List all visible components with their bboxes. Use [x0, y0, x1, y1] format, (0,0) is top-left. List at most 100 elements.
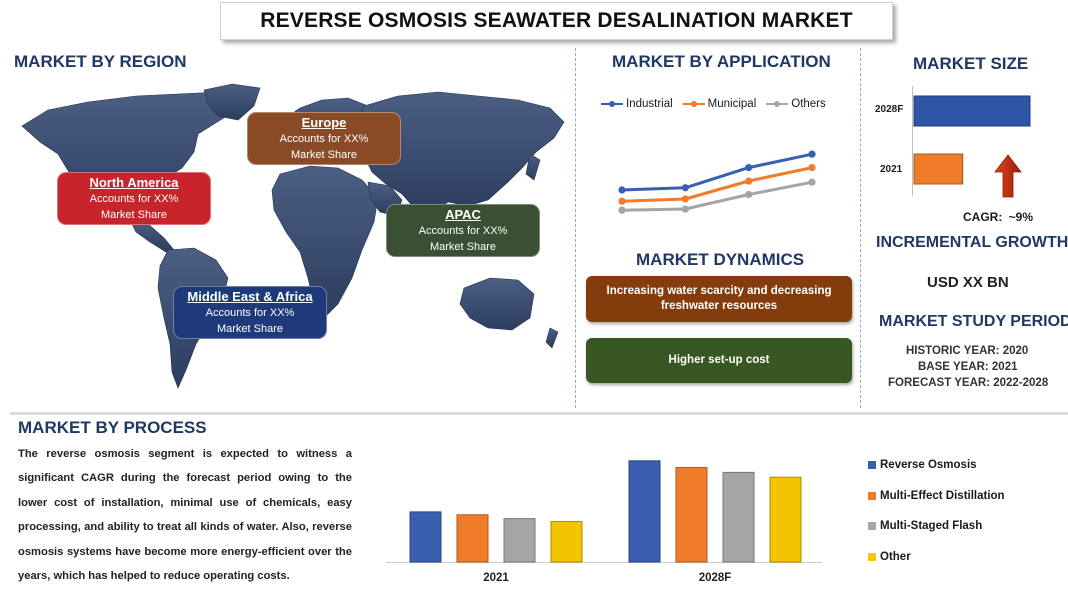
point-industrial-3	[745, 164, 753, 172]
legend-label-industrial: Industrial	[626, 98, 673, 110]
legend-label-municipal: Municipal	[707, 98, 757, 110]
legend-label-multi-staged-flash: Multi-Staged Flash	[880, 520, 983, 533]
process-description: The reverse osmosis segment is expected …	[18, 448, 352, 583]
callout-apac: APAC Accounts for XX% Market Share	[386, 204, 540, 257]
point-industrial-1	[618, 186, 626, 194]
asia-landmass	[353, 91, 565, 215]
callout-north-america-label: Market Share	[100, 209, 168, 221]
callout-middle-east-africa: Middle East & Africa Accounts for XX% Ma…	[173, 286, 327, 339]
legend-item-municipal: Municipal	[682, 98, 757, 110]
point-municipal-4	[808, 164, 816, 172]
dynamics-driver-box: Increasing water scarcity and decreasing…	[586, 276, 852, 322]
process-legend: Reverse Osmosis Multi-Effect Distillatio…	[868, 450, 1005, 572]
legend-label-other: Other	[880, 550, 911, 563]
bar-other-2028f	[769, 476, 802, 563]
legend-item-multi-effect-distillation: Multi-Effect Distillation	[868, 481, 1005, 512]
application-heading: MARKET BY APPLICATION	[612, 52, 831, 71]
bar-other-2021	[550, 521, 583, 563]
callout-north-america-title: North America	[89, 175, 179, 190]
africa-landmass	[271, 165, 379, 319]
callout-europe-share: Accounts for XX%	[279, 133, 369, 145]
application-line-chart	[618, 150, 816, 214]
x-tick-label-2021: 2021	[483, 572, 509, 584]
market-size-bar-chart	[913, 95, 1031, 185]
point-others-2	[681, 205, 689, 213]
legend-label-reverse-osmosis: Reverse Osmosis	[880, 459, 977, 472]
legend-swatch-other	[868, 552, 876, 561]
market-size-label-2028f: 2028F	[875, 104, 904, 115]
line-industrial	[621, 152, 813, 192]
legend-marker-industrial	[601, 101, 623, 107]
legend-item-reverse-osmosis: Reverse Osmosis	[868, 450, 1005, 481]
legend-item-others: Others	[766, 98, 826, 110]
callout-north-america: North America Accounts for XX% Market Sh…	[57, 172, 211, 225]
divider-application-size	[860, 48, 861, 408]
bar-reverse-osmosis-2021	[409, 511, 442, 563]
line-municipal	[621, 166, 813, 203]
bar-multi-effect-distillation-2028f	[675, 467, 708, 563]
bar-multi-staged-flash-2021	[503, 518, 536, 563]
process-bar-chart: 2021 2028F	[386, 460, 822, 584]
point-municipal-3	[745, 177, 753, 185]
callout-apac-label: Market Share	[429, 241, 497, 253]
australia-landmass	[459, 277, 535, 331]
greenland-landmass	[203, 83, 261, 121]
callout-europe-title: Europe	[301, 115, 347, 130]
cagr-value: ~9%	[1008, 210, 1034, 224]
bar-reverse-osmosis-2028f	[628, 460, 661, 563]
point-others-3	[745, 190, 753, 199]
process-heading: MARKET BY PROCESS	[18, 418, 207, 437]
bar-multi-staged-flash-2028f	[722, 471, 755, 563]
legend-label-others: Others	[791, 98, 826, 110]
callout-mea-label: Market Share	[216, 323, 284, 335]
legend-marker-municipal	[682, 101, 705, 107]
callout-apac-title: APAC	[445, 207, 481, 222]
section-divider	[10, 412, 1068, 415]
legend-label-multi-effect-distillation: Multi-Effect Distillation	[880, 489, 1005, 502]
dynamics-heading: MARKET DYNAMICS	[636, 250, 805, 269]
legend-swatch-multi-staged-flash	[868, 522, 876, 531]
application-legend: Industrial Municipal Others	[601, 98, 826, 110]
historic-year: HISTORIC YEAR: 2020	[906, 345, 1029, 357]
point-others-4	[808, 178, 816, 186]
line-others	[621, 180, 813, 212]
page-title: REVERSE OSMOSIS SEAWATER DESALINATION MA…	[220, 2, 893, 40]
forecast-year: FORECAST YEAR: 2022-2028	[888, 377, 1049, 389]
market-size-label-2021: 2021	[880, 164, 903, 175]
cagr-text: CAGR: ~9%	[963, 210, 1033, 224]
market-size-axis	[912, 86, 913, 196]
legend-item-multi-staged-flash: Multi-Staged Flash	[868, 511, 1005, 542]
legend-marker-others	[766, 101, 789, 107]
market-size-bar-2021	[913, 153, 964, 185]
callout-europe: Europe Accounts for XX% Market Share	[247, 112, 401, 165]
point-municipal-1	[618, 197, 626, 205]
callout-europe-label: Market Share	[290, 149, 358, 161]
incremental-growth-heading: INCREMENTAL GROWTH	[876, 234, 1068, 251]
bar-multi-effect-distillation-2021	[456, 514, 489, 563]
x-tick-label-2028f: 2028F	[699, 572, 732, 584]
region-heading: MARKET BY REGION	[14, 52, 187, 71]
callout-apac-share: Accounts for XX%	[418, 225, 508, 237]
new-zealand-landmass	[545, 327, 559, 349]
growth-arrow-icon	[994, 154, 1022, 198]
legend-swatch-multi-effect-distillation	[868, 491, 876, 500]
dynamics-restraint-box: Higher set-up cost	[586, 338, 852, 383]
study-period-heading: MARKET STUDY PERIOD	[879, 313, 1068, 330]
market-size-bar-2028f	[913, 95, 1031, 127]
market-size-heading: MARKET SIZE	[913, 54, 1029, 73]
point-others-1	[618, 206, 626, 214]
cagr-label: CAGR:	[963, 210, 1003, 224]
base-year: BASE YEAR: 2021	[918, 361, 1018, 373]
callout-mea-share: Accounts for XX%	[205, 307, 295, 319]
point-municipal-2	[681, 195, 689, 203]
point-industrial-4	[808, 150, 816, 158]
legend-item-other: Other	[868, 542, 1005, 573]
divider-region-application	[575, 48, 576, 408]
point-industrial-2	[681, 184, 689, 192]
callout-north-america-share: Accounts for XX%	[89, 193, 179, 205]
callout-mea-title: Middle East & Africa	[187, 289, 313, 304]
legend-swatch-reverse-osmosis	[868, 461, 876, 470]
japan-landmass	[525, 153, 541, 181]
legend-item-industrial: Industrial	[601, 98, 673, 110]
incremental-growth-value: USD XX BN	[927, 274, 1009, 291]
